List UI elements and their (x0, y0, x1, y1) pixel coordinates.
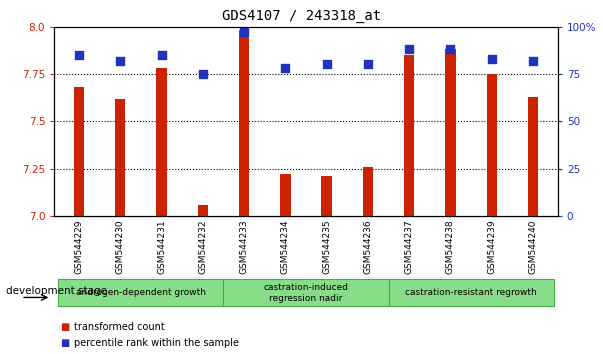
Bar (74, 87, 84, 216)
Text: GSM544230: GSM544230 (116, 219, 125, 274)
Text: development stage: development stage (6, 286, 107, 296)
Text: GDS4107 / 243318_at: GDS4107 / 243318_at (222, 9, 381, 23)
Bar (198, 205, 208, 216)
Text: GSM544239: GSM544239 (487, 219, 496, 274)
Bar (115, 98, 125, 216)
Text: GSM544235: GSM544235 (322, 219, 331, 274)
Bar (487, 74, 497, 216)
Point (198, 71, 207, 77)
Bar (388, 279, 554, 307)
Point (116, 58, 125, 63)
Bar (363, 167, 373, 216)
Text: GSM544231: GSM544231 (157, 219, 166, 274)
Point (528, 58, 538, 63)
Point (280, 65, 290, 71)
Point (446, 46, 455, 52)
Text: GSM544237: GSM544237 (405, 219, 414, 274)
Text: castration-induced
regression nadir: castration-induced regression nadir (264, 283, 349, 303)
Point (363, 62, 373, 67)
Point (487, 56, 496, 62)
Text: GSM544236: GSM544236 (364, 219, 373, 274)
Bar (528, 97, 538, 216)
Bar (58, 279, 224, 307)
Text: transformed count: transformed count (74, 322, 164, 332)
Bar (239, 30, 249, 216)
Point (157, 52, 166, 58)
Bar (280, 174, 291, 216)
Point (74, 52, 84, 58)
Text: GSM544233: GSM544233 (239, 219, 248, 274)
Text: ■: ■ (60, 322, 69, 332)
Bar (321, 176, 332, 216)
Point (322, 62, 332, 67)
Text: GSM544240: GSM544240 (528, 219, 537, 274)
Text: ■: ■ (60, 338, 69, 348)
Point (239, 29, 249, 35)
Bar (224, 279, 388, 307)
Bar (156, 68, 167, 216)
Text: GSM544234: GSM544234 (281, 219, 290, 274)
Text: percentile rank within the sample: percentile rank within the sample (74, 338, 239, 348)
Text: GSM544229: GSM544229 (75, 219, 84, 274)
Text: castration-resistant regrowth: castration-resistant regrowth (405, 289, 537, 297)
Text: androgen-dependent growth: androgen-dependent growth (76, 289, 206, 297)
Bar (404, 55, 414, 216)
Bar (445, 49, 456, 216)
Text: GSM544238: GSM544238 (446, 219, 455, 274)
Text: GSM544232: GSM544232 (198, 219, 207, 274)
Point (405, 46, 414, 52)
